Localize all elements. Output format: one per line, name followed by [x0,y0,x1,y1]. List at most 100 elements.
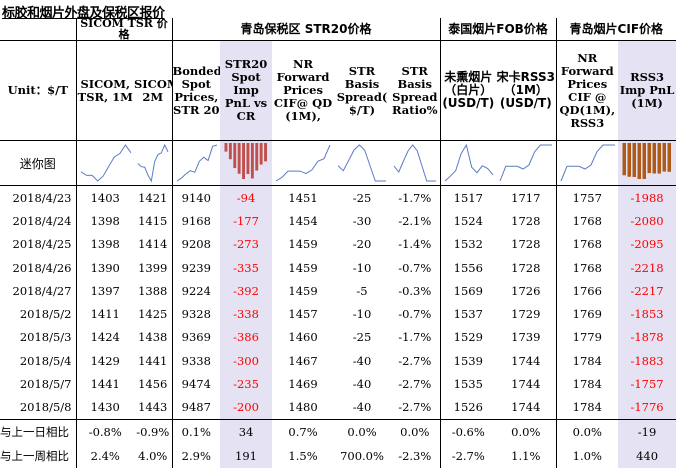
value-cell: -1883 [618,349,677,373]
value-cell: 1526 [439,395,497,420]
value-cell: 9328 [171,302,221,326]
value-cell: 1425 [138,307,168,322]
sparkline-cell [618,140,677,186]
value-cell: -30 [352,213,372,228]
summary-cell: 0.0% [511,424,541,439]
sparkline-line [560,144,615,182]
table-row: 2018/5/8 1430 1443 9487 -200 1480 -40 -2.7% 1526… [0,395,677,420]
value-cell: -177 [220,209,273,233]
summary-cell: -0.6% [439,419,497,444]
sparkline-line [499,144,553,182]
value-cell: -335 [220,255,273,280]
sparkline-cell [220,140,273,186]
sparkline-line [393,144,437,182]
summary-cell: -0.9% [136,424,170,439]
value-cell: -300 [220,349,273,373]
value-cell: 1535 [439,372,497,396]
date-cell: 2018/4/23 [12,190,72,205]
value-cell: 1443 [138,400,168,415]
sparkline-cell [390,140,441,186]
sparkline-bar [652,143,657,174]
value-cell: -40 [352,377,372,392]
value-cell: -1.7% [398,190,432,205]
value-cell: 1556 [439,255,497,280]
sparkline-cell [555,140,619,186]
sparkline-bar [255,143,259,171]
value-cell: 1398 [75,209,134,233]
value-cell: 1569 [439,279,497,303]
value-cell: -1853 [618,302,677,326]
sparkline [622,143,672,179]
value-cell: 1388 [138,283,168,298]
value-cell: -386 [220,325,273,350]
table-row: 2018/4/26 1390 1399 9239 -335 1459 -10 -0.7% 155… [0,255,677,280]
summary-cell: 2.4% [75,443,134,468]
value-cell: 1726 [511,283,541,298]
col-unit: Unit：$/T [0,40,76,141]
value-cell: -10 [352,260,372,275]
value-cell: 1768 [555,209,619,233]
value-cell: -94 [220,185,273,210]
value-cell: 1403 [75,185,134,210]
sparkline-bar [242,143,246,179]
corner-cell [0,18,76,41]
value-cell: 1744 [511,400,541,415]
col-songkhla-rss3: 宋卡RSS3（1M）(USD/T) [496,40,557,141]
value-cell: 1397 [75,279,134,303]
summary-label: 与上一日相比 [0,424,69,439]
page-title: 标胶和烟片外盘及保税区报价 [2,6,165,21]
sparkline-bar [627,143,632,177]
sparkline [499,144,553,182]
value-cell: 1728 [511,237,541,252]
sparkline-label: 迷你图 [0,140,76,186]
sparkline-bar [662,143,667,172]
value-cell: 1717 [511,190,541,205]
value-cell: -1878 [618,325,677,350]
value-cell: 1429 [75,349,134,373]
sparkline-line [137,143,169,183]
summary-cell: -2.3% [398,448,432,463]
value-cell: -235 [220,372,273,396]
value-cell: 1784 [555,372,619,396]
sparkline-bar [667,143,672,172]
sparkline-bar [228,143,232,160]
value-cell: 9239 [171,255,221,280]
value-cell: 1441 [138,353,168,368]
value-cell: -273 [220,232,273,256]
value-cell: 1744 [511,353,541,368]
value-cell: -1.7% [398,330,432,345]
value-cell: -1757 [618,372,677,396]
value-cell: 1460 [288,330,318,345]
value-cell: 1451 [288,190,318,205]
date-cell: 2018/4/24 [12,213,72,228]
sparkline-cell [439,140,497,186]
sparkline-bar [637,143,642,179]
value-cell: -392 [220,279,273,303]
value-cell: -2095 [618,232,677,256]
value-cell: 9474 [171,372,221,396]
sparkline-bar [622,143,627,176]
value-cell: 1729 [511,307,541,322]
value-cell: 1537 [439,302,497,326]
value-cell: 9140 [171,185,221,210]
value-cell: 1414 [138,237,168,252]
date-cell: 2018/5/3 [19,330,72,345]
sparkline-cell [75,140,134,186]
value-cell: 1421 [138,190,168,205]
sparkline [444,143,493,182]
value-cell: 1399 [138,260,168,275]
group-qingdao-cif: 青岛烟片CIF价格 [555,18,677,41]
table-row: 2018/5/3 1424 1438 9369 -386 1460 -25 -1.7% 1529… [0,325,677,350]
group-qingdao-str20: 青岛保税区 STR20价格 [171,18,441,41]
value-cell: -2218 [618,255,677,280]
summary-cell: 440 [618,443,677,468]
value-cell: 1424 [75,325,134,350]
value-cell: 1728 [511,213,541,228]
col-nr-forward-rss3: NR Forward Prices CIF @ QD(1M), RSS3 [555,40,619,141]
value-cell: 1524 [439,209,497,233]
value-cell: 1454 [288,213,318,228]
value-cell: 1438 [138,330,168,345]
sparkline-cell [171,140,221,186]
date-cell: 2018/4/25 [12,237,72,252]
sparkline-bar [264,143,268,162]
